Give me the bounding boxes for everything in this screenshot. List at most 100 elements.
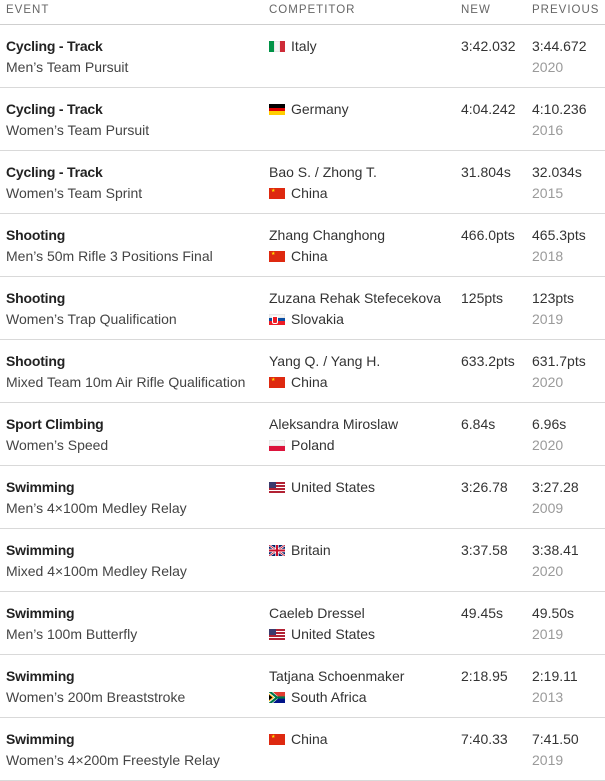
country: United States xyxy=(269,478,375,496)
new-record: 125pts xyxy=(461,290,504,306)
event-name: Mixed 4×100m Medley Relay xyxy=(6,563,187,579)
slovakia-flag-icon xyxy=(269,314,285,325)
previous-record-year: 2013 xyxy=(532,689,564,705)
sport-name: Cycling - Track xyxy=(6,101,103,117)
country-name: Britain xyxy=(291,542,331,558)
event-name: Women’s 200m Breaststroke xyxy=(6,689,186,705)
south-africa-flag-icon xyxy=(269,692,285,703)
table-row: Swimming Women’s 200m Breaststroke Tatjana… xyxy=(0,655,605,718)
italy-flag-icon xyxy=(269,41,285,52)
country-name: United States xyxy=(291,626,376,642)
event-name: Men’s Team Pursuit xyxy=(6,59,129,75)
previous-record: 6.96s xyxy=(532,416,567,432)
country: ★ China xyxy=(269,373,328,391)
new-record: 2:18.95 xyxy=(461,668,508,684)
country-name: Poland xyxy=(291,437,335,453)
sport-name: Shooting xyxy=(6,227,66,243)
previous-record: 49.50s xyxy=(532,605,575,621)
poland-flag-icon xyxy=(269,440,285,451)
united-states-flag-icon xyxy=(269,629,285,640)
country: Slovakia xyxy=(269,310,344,328)
sport-name: Swimming xyxy=(6,605,75,621)
previous-record: 3:38.41 xyxy=(532,542,579,558)
country-name: China xyxy=(291,374,328,390)
previous-record: 32.034s xyxy=(532,164,582,180)
china-flag-icon: ★ xyxy=(269,251,285,262)
header-previous: PREVIOUS xyxy=(532,4,600,16)
event-name: Men’s 50m Rifle 3 Positions Final xyxy=(6,248,213,264)
new-record: 3:42.032 xyxy=(461,38,516,54)
table-row: Cycling - Track Women’s Team Sprint Bao S.… xyxy=(0,151,605,214)
country-name: China xyxy=(291,731,328,747)
previous-record: 3:44.672 xyxy=(532,38,587,54)
sport-name: Swimming xyxy=(6,479,75,495)
united-states-flag-icon xyxy=(269,482,285,493)
sport-name: Shooting xyxy=(6,353,66,369)
new-record: 6.84s xyxy=(461,416,496,432)
country: Poland xyxy=(269,436,335,454)
new-record: 49.45s xyxy=(461,605,504,621)
new-record: 3:37.58 xyxy=(461,542,508,558)
previous-record: 4:10.236 xyxy=(532,101,587,117)
sport-name: Swimming xyxy=(6,731,75,747)
previous-record-year: 2020 xyxy=(532,374,564,390)
new-record: 7:40.33 xyxy=(461,731,508,747)
table-row: Swimming Men’s 100m Butterfly Caeleb Dress… xyxy=(0,592,605,655)
previous-record-year: 2020 xyxy=(532,437,564,453)
athlete-name: Tatjana Schoenmaker xyxy=(269,668,405,684)
table-row: Cycling - Track Men’s Team Pursuit Italy 3:… xyxy=(0,25,605,88)
sport-name: Cycling - Track xyxy=(6,164,103,180)
previous-record-year: 2018 xyxy=(532,248,564,264)
athlete-name: Zhang Changhong xyxy=(269,227,385,243)
header-event: EVENT xyxy=(6,4,50,16)
table-row: Swimming Mixed 4×100m Medley Relay Britain… xyxy=(0,529,605,592)
previous-record: 7:41.50 xyxy=(532,731,579,747)
country: South Africa xyxy=(269,688,367,706)
country-name: Germany xyxy=(291,101,349,117)
previous-record: 123pts xyxy=(532,290,575,306)
table-row: Cycling - Track Women’s Team Pursuit Germa… xyxy=(0,88,605,151)
event-name: Men’s 4×100m Medley Relay xyxy=(6,500,187,516)
athlete-name: Zuzana Rehak Stefecekova xyxy=(269,290,441,306)
sport-name: Shooting xyxy=(6,290,66,306)
previous-record-year: 2019 xyxy=(532,752,564,768)
athlete-name: Caeleb Dressel xyxy=(269,605,365,621)
country-name: Slovakia xyxy=(291,311,344,327)
table-body: Cycling - Track Men’s Team Pursuit Italy 3:… xyxy=(0,25,605,781)
china-flag-icon: ★ xyxy=(269,188,285,199)
event-name: Women’s Team Pursuit xyxy=(6,122,150,138)
header-competitor: COMPETITOR xyxy=(269,4,356,16)
table-row: Swimming Women’s 4×200m Freestyle Relay ★ C… xyxy=(0,718,605,781)
previous-record-year: 2019 xyxy=(532,626,564,642)
table-header: EVENT COMPETITOR NEW PREVIOUS xyxy=(0,0,605,25)
country-name: South Africa xyxy=(291,689,367,705)
athlete-name: Yang Q. / Yang H. xyxy=(269,353,381,369)
table-row: Swimming Men’s 4×100m Medley Relay United … xyxy=(0,466,605,529)
china-flag-icon: ★ xyxy=(269,734,285,745)
event-name: Women’s Speed xyxy=(6,437,109,453)
previous-record-year: 2009 xyxy=(532,500,564,516)
previous-record-year: 2020 xyxy=(532,563,564,579)
country-name: Italy xyxy=(291,38,317,54)
country: Britain xyxy=(269,541,331,559)
country: United States xyxy=(269,625,375,643)
athlete-name: Aleksandra Miroslaw xyxy=(269,416,399,432)
new-record: 4:04.242 xyxy=(461,101,516,117)
sport-name: Sport Climbing xyxy=(6,416,104,432)
previous-record: 2:19.11 xyxy=(532,668,578,684)
sport-name: Swimming xyxy=(6,668,75,684)
new-record: 3:26.78 xyxy=(461,479,508,495)
new-record: 466.0pts xyxy=(461,227,515,243)
country: ★ China xyxy=(269,247,328,265)
previous-record-year: 2016 xyxy=(532,122,564,138)
event-name: Mixed Team 10m Air Rifle Qualification xyxy=(6,374,246,390)
country: Germany xyxy=(269,100,349,118)
country-name: China xyxy=(291,248,328,264)
country: ★ China xyxy=(269,184,328,202)
china-flag-icon: ★ xyxy=(269,377,285,388)
previous-record-year: 2020 xyxy=(532,59,564,75)
event-name: Women’s Trap Qualification xyxy=(6,311,177,327)
event-name: Women’s 4×200m Freestyle Relay xyxy=(6,752,220,768)
germany-flag-icon xyxy=(269,104,285,115)
sport-name: Swimming xyxy=(6,542,75,558)
